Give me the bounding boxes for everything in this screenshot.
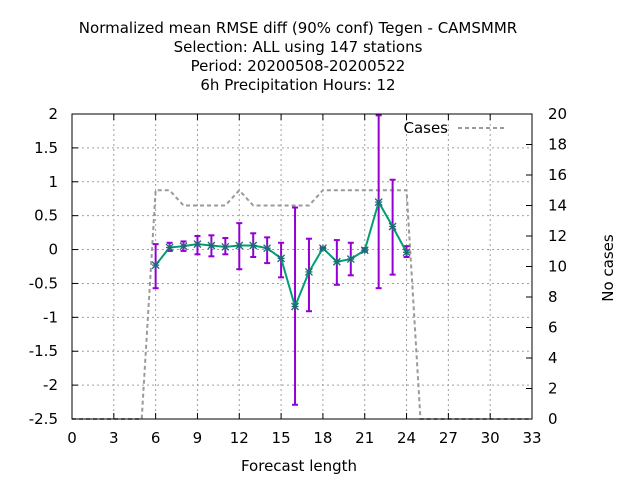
x-tick-label: 0 (67, 429, 77, 447)
data-point (318, 244, 327, 253)
data-point (249, 241, 258, 250)
data-point (305, 267, 313, 276)
y-axis-right: 0 2 4 6 8 10 12 14 16 18 20 (526, 105, 567, 428)
marker-stroke (165, 243, 174, 252)
x-tick-label: 9 (193, 429, 203, 447)
marker-stroke (360, 246, 369, 255)
data-point (374, 198, 383, 207)
y2-tick-label: 2 (548, 380, 558, 398)
data-point (332, 257, 341, 266)
x-tick-label: 6 (151, 429, 161, 447)
y-tick-label: -1 (43, 308, 58, 326)
marker-stroke (346, 255, 355, 264)
y2-tick-label: 18 (548, 136, 567, 154)
marker-stroke (277, 254, 286, 263)
y2-tick-label: 10 (548, 258, 567, 276)
marker-stroke (207, 241, 216, 250)
data-point (193, 240, 202, 249)
y2-tick-label: 20 (548, 105, 567, 123)
data-point (179, 242, 188, 251)
data-point (151, 261, 160, 270)
data-point (388, 222, 397, 231)
y2-tick-label: 14 (548, 197, 567, 215)
y2-axis-label: No cases (599, 234, 617, 302)
y-tick-label: 2 (48, 105, 58, 123)
plot-area (72, 114, 532, 420)
x-axis: 0 3 6 9 12 15 18 21 24 27 30 33 (67, 114, 542, 447)
y-tick-label: -2.5 (29, 410, 58, 428)
y-tick-label: 1 (48, 173, 58, 191)
x-tick-label: 30 (481, 429, 500, 447)
data-point (165, 243, 174, 252)
marker-stroke (151, 261, 160, 270)
marker-stroke (291, 302, 299, 311)
y-tick-label: -2 (43, 376, 58, 394)
x-tick-label: 3 (109, 429, 119, 447)
cases-line (72, 188, 532, 420)
y-tick-label: -0.5 (29, 274, 58, 292)
data-point (402, 248, 411, 257)
y-tick-label: -1.5 (29, 342, 58, 360)
marker-stroke (221, 242, 230, 251)
legend-label-cases: Cases (403, 119, 448, 137)
y-tick-label: 0.5 (34, 207, 58, 225)
marker-stroke (193, 240, 202, 249)
title-line-2: Selection: ALL using 147 stations (174, 38, 423, 56)
marker-stroke (179, 242, 188, 251)
x-tick-label: 18 (313, 429, 332, 447)
data-point (221, 242, 230, 251)
x-tick-label: 15 (272, 429, 291, 447)
legend: Cases (403, 119, 505, 137)
x-tick-label: 24 (397, 429, 416, 447)
grid (72, 114, 532, 419)
data-point (360, 246, 369, 255)
data-point (346, 255, 355, 264)
y-tick-label: 0 (48, 241, 58, 259)
data-point (207, 241, 216, 250)
chart-title: Normalized mean RMSE diff (90% conf) Teg… (79, 19, 517, 94)
title-line-1: Normalized mean RMSE diff (90% conf) Teg… (79, 19, 517, 37)
marker-stroke (263, 244, 272, 253)
marker-stroke (388, 222, 397, 231)
y2-tick-label: 0 (548, 410, 558, 428)
marker-stroke (249, 241, 258, 250)
marker-stroke (374, 198, 383, 207)
y2-tick-label: 8 (548, 288, 558, 306)
x-tick-label: 33 (522, 429, 541, 447)
y2-tick-label: 16 (548, 166, 567, 184)
x-axis-label: Forecast length (241, 457, 357, 475)
marker-stroke (402, 248, 411, 257)
data-point (235, 241, 244, 250)
marker-stroke (332, 257, 341, 266)
y-axis-left: -2.5 -2 -1.5 -1 -0.5 0 0.5 1 1.5 2 (29, 105, 78, 428)
title-line-3: Period: 20200508-20200522 (191, 57, 406, 75)
marker-stroke (235, 241, 244, 250)
y2-tick-label: 12 (548, 227, 567, 245)
marker-stroke (318, 244, 327, 253)
y2-tick-label: 4 (548, 349, 558, 367)
x-tick-label: 21 (355, 429, 374, 447)
data-point (263, 244, 272, 253)
data-point (291, 302, 299, 311)
marker-stroke (305, 267, 313, 276)
plot-frame (71, 113, 533, 420)
y-tick-label: 1.5 (34, 139, 58, 157)
data-point (277, 254, 286, 263)
x-tick-label: 27 (439, 429, 458, 447)
title-line-4: 6h Precipitation Hours: 12 (200, 76, 395, 94)
y2-tick-label: 6 (548, 319, 558, 337)
x-tick-label: 12 (230, 429, 249, 447)
